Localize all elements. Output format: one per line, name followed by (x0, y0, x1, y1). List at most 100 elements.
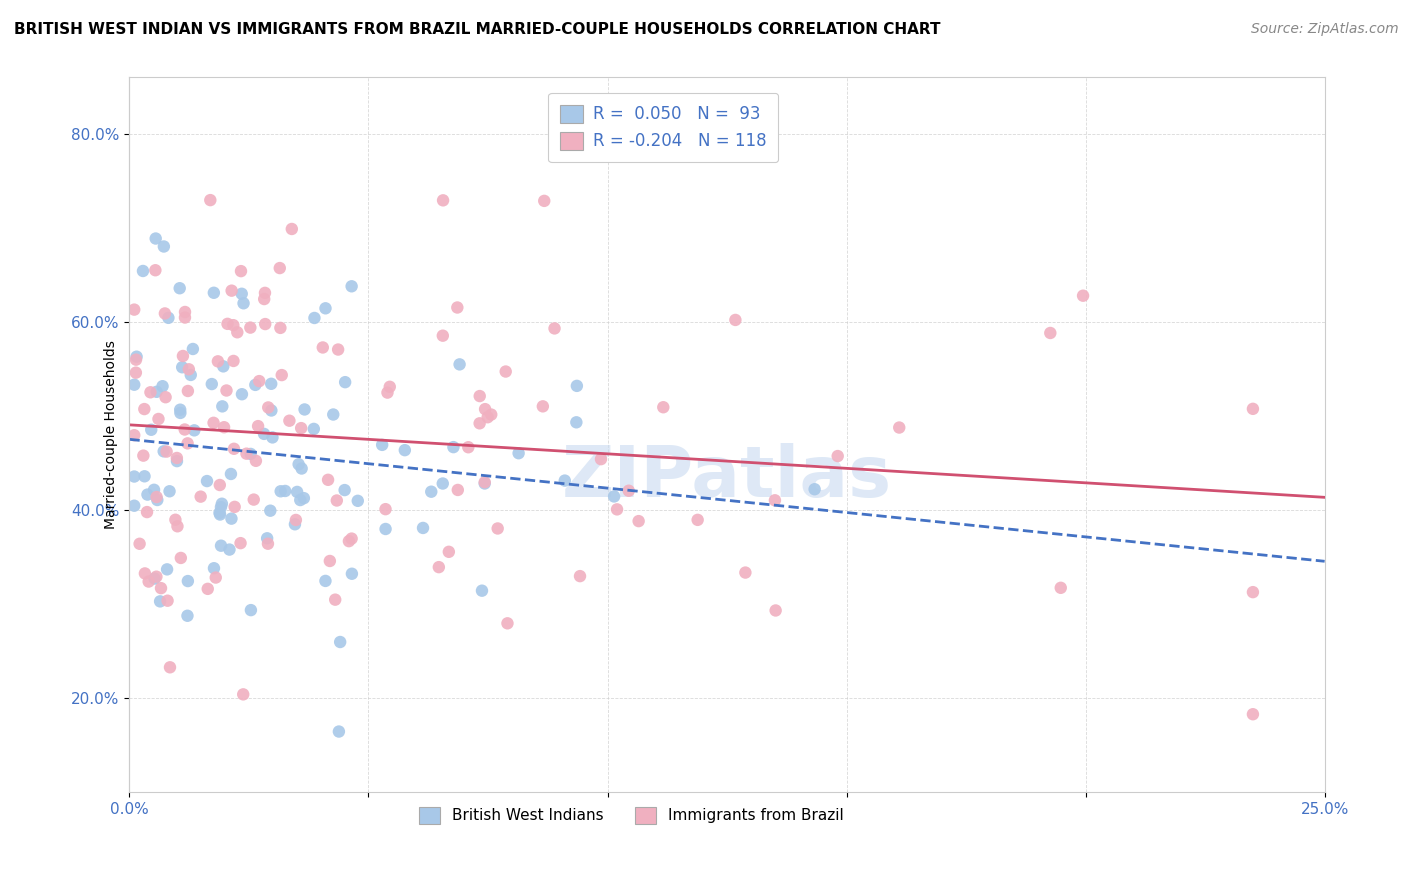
Point (219, 467, 242, 481)
Point (290, 421, 312, 435)
Point (134, 469, 156, 483)
Point (211, 497, 233, 511)
Point (474, 402, 496, 417)
Point (141, 423, 163, 437)
Point (374, 502, 396, 516)
Point (270, 484, 292, 499)
Point (284, 513, 307, 527)
Point (247, 374, 270, 388)
Point (232, 687, 254, 701)
Point (294, 402, 316, 417)
Point (1241, 707, 1264, 722)
Point (394, 443, 416, 458)
Point (765, 603, 787, 617)
Point (446, 301, 468, 315)
Point (143, 572, 166, 586)
Point (565, 379, 588, 393)
Point (122, 469, 145, 483)
Point (166, 454, 188, 468)
Point (412, 521, 434, 535)
Point (496, 616, 519, 631)
Point (208, 506, 231, 520)
Point (195, 474, 218, 488)
Point (724, 313, 747, 327)
Point (319, 554, 342, 568)
Point (159, 484, 181, 499)
Point (183, 423, 205, 437)
Point (281, 222, 304, 236)
Point (371, 438, 394, 452)
Point (274, 483, 297, 498)
Point (889, 420, 911, 434)
Point (122, 377, 145, 392)
Point (589, 452, 612, 467)
Point (477, 410, 499, 425)
Point (138, 574, 160, 589)
Point (437, 545, 460, 559)
Point (245, 377, 267, 392)
Point (326, 493, 349, 508)
Point (292, 491, 315, 505)
Point (122, 499, 145, 513)
Point (177, 574, 200, 588)
Point (202, 416, 225, 430)
Point (231, 387, 253, 401)
Point (686, 513, 709, 527)
Point (153, 239, 176, 253)
Point (177, 362, 200, 376)
Point (239, 603, 262, 617)
Point (125, 350, 148, 364)
Point (181, 342, 204, 356)
Point (145, 490, 167, 504)
Point (603, 490, 626, 504)
Point (328, 724, 350, 739)
Point (304, 310, 326, 325)
Point (122, 302, 145, 317)
Point (204, 570, 226, 584)
Point (226, 326, 249, 340)
Point (152, 444, 174, 458)
Point (554, 474, 576, 488)
Point (122, 428, 145, 442)
Point (235, 447, 257, 461)
Point (257, 537, 280, 551)
Point (253, 292, 276, 306)
Point (166, 450, 188, 465)
Point (543, 321, 565, 335)
Point (315, 301, 337, 316)
Point (827, 449, 849, 463)
Point (245, 454, 267, 468)
Point (143, 483, 166, 497)
Point (212, 359, 235, 374)
Point (269, 321, 291, 335)
Point (165, 513, 187, 527)
Point (166, 519, 188, 533)
Point (224, 500, 246, 514)
Point (125, 352, 148, 367)
Point (427, 560, 450, 574)
Point (285, 484, 308, 499)
Point (177, 384, 200, 398)
Point (176, 436, 198, 450)
Point (432, 328, 454, 343)
Point (155, 444, 177, 458)
Point (287, 457, 309, 471)
Point (156, 593, 179, 607)
Point (346, 493, 368, 508)
Point (1071, 289, 1094, 303)
Point (374, 522, 396, 536)
Point (239, 320, 262, 334)
Point (340, 279, 363, 293)
Text: BRITISH WEST INDIAN VS IMMIGRANTS FROM BRAZIL MARRIED-COUPLE HOUSEHOLDS CORRELAT: BRITISH WEST INDIAN VS IMMIGRANTS FROM B… (14, 22, 941, 37)
Point (617, 483, 640, 498)
Point (508, 446, 530, 460)
Point (479, 408, 502, 422)
Point (153, 306, 176, 320)
Point (169, 406, 191, 420)
Point (231, 286, 253, 301)
Point (322, 408, 344, 422)
Point (627, 514, 650, 528)
Point (284, 517, 307, 532)
Point (128, 537, 150, 551)
Point (270, 368, 292, 382)
